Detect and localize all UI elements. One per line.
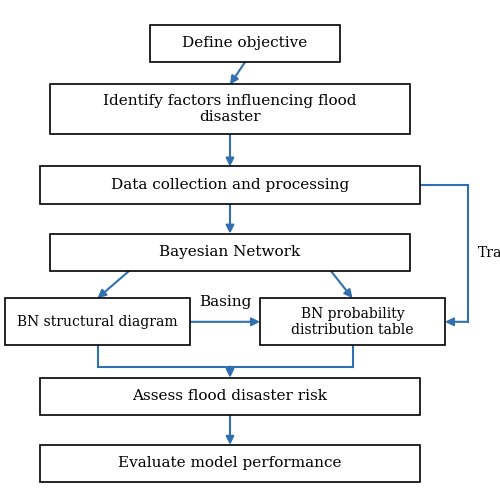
FancyBboxPatch shape bbox=[40, 445, 420, 482]
FancyBboxPatch shape bbox=[40, 166, 420, 204]
Text: Traing: Traing bbox=[478, 247, 500, 260]
Text: Basing: Basing bbox=[199, 295, 251, 309]
Text: Evaluate model performance: Evaluate model performance bbox=[118, 456, 342, 471]
FancyBboxPatch shape bbox=[50, 84, 410, 134]
Text: Assess flood disaster risk: Assess flood disaster risk bbox=[132, 389, 328, 404]
Text: BN structural diagram: BN structural diagram bbox=[17, 315, 178, 329]
FancyBboxPatch shape bbox=[40, 378, 420, 415]
FancyBboxPatch shape bbox=[50, 234, 410, 271]
Text: BN probability
distribution table: BN probability distribution table bbox=[292, 307, 414, 337]
FancyBboxPatch shape bbox=[260, 298, 445, 345]
Text: Data collection and processing: Data collection and processing bbox=[111, 178, 349, 192]
Text: Define objective: Define objective bbox=[182, 36, 308, 51]
Text: Identify factors influencing flood
disaster: Identify factors influencing flood disas… bbox=[103, 94, 357, 124]
FancyBboxPatch shape bbox=[5, 298, 190, 345]
FancyBboxPatch shape bbox=[150, 25, 340, 62]
Text: Bayesian Network: Bayesian Network bbox=[160, 245, 300, 259]
